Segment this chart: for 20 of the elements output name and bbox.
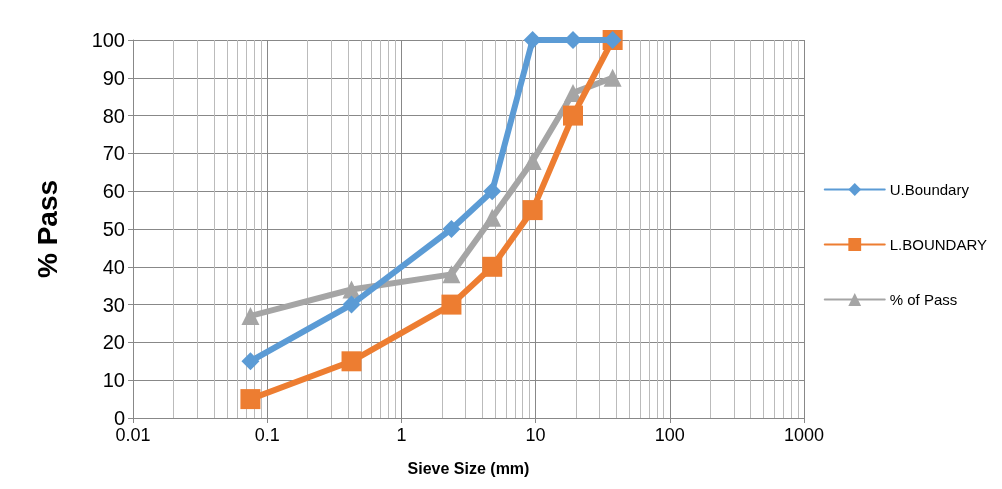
x-tick-label: 10 bbox=[525, 425, 546, 445]
y-tick-label: 30 bbox=[102, 293, 125, 316]
legend-label: U.Boundary bbox=[889, 181, 970, 198]
y-tick-label: 40 bbox=[102, 255, 125, 278]
y-tick-label: 50 bbox=[102, 218, 125, 240]
legend-label: % of Pass bbox=[889, 291, 958, 308]
y-tick-label: 10 bbox=[102, 369, 125, 392]
x-tick-label: 1000 bbox=[783, 425, 825, 445]
y-tick-label: 90 bbox=[102, 66, 125, 89]
x-tick-label: 100 bbox=[654, 425, 685, 445]
x-tick-label: 0.1 bbox=[254, 425, 280, 445]
y-tick-label: 70 bbox=[102, 142, 125, 165]
x-axis-title: Sieve Size (mm) bbox=[407, 459, 530, 477]
legend-label: L.BOUNDARY bbox=[889, 236, 988, 253]
y-tick-label: 60 bbox=[102, 180, 125, 203]
y-axis-title: % Pass bbox=[31, 179, 63, 279]
y-tick-label: 20 bbox=[102, 331, 125, 354]
x-tick-label: 1 bbox=[396, 425, 407, 445]
y-tick-label: 100 bbox=[91, 29, 125, 51]
y-tick-label: 80 bbox=[102, 104, 125, 127]
